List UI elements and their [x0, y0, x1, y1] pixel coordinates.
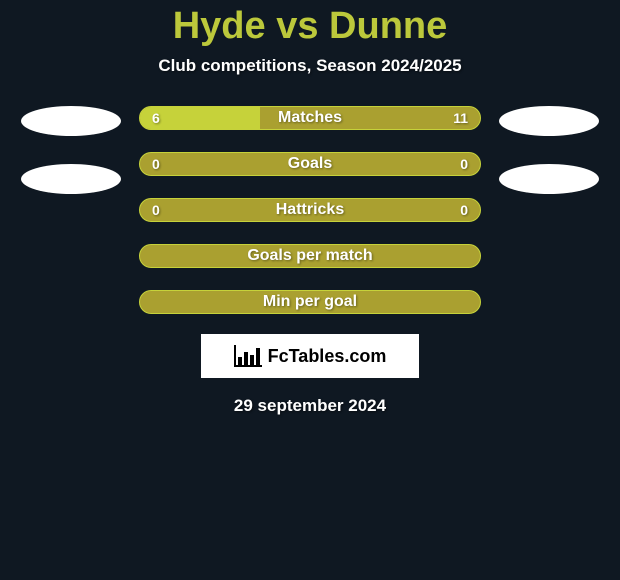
stats-region: 6Matches110Goals00Hattricks0Goals per ma… [0, 106, 620, 314]
date-text: 29 september 2024 [234, 396, 386, 416]
stat-bar: 0Goals0 [139, 152, 481, 176]
stat-label: Hattricks [140, 201, 480, 219]
bar-chart-icon [234, 345, 262, 367]
stat-bar: Goals per match [139, 244, 481, 268]
stat-bar: 0Hattricks0 [139, 198, 481, 222]
stat-bars: 6Matches110Goals00Hattricks0Goals per ma… [139, 106, 481, 314]
stat-right-value: 0 [460, 202, 468, 218]
stat-label: Goals [140, 155, 480, 173]
right-badges [499, 106, 599, 314]
stat-bar: Min per goal [139, 290, 481, 314]
stat-right-value: 11 [453, 110, 468, 126]
left-badge [21, 164, 121, 194]
stat-label: Min per goal [140, 293, 480, 311]
page-root: Hyde vs Dunne Club competitions, Season … [0, 0, 620, 580]
stat-right-value: 0 [460, 156, 468, 172]
left-badges [21, 106, 121, 314]
page-subtitle: Club competitions, Season 2024/2025 [158, 56, 461, 76]
right-badge [499, 106, 599, 136]
branding-text: FcTables.com [268, 346, 387, 367]
left-badge [21, 106, 121, 136]
stat-label: Goals per match [140, 247, 480, 265]
branding-box: FcTables.com [201, 334, 419, 378]
page-title: Hyde vs Dunne [173, 5, 448, 48]
stat-bar: 6Matches11 [139, 106, 481, 130]
right-badge [499, 164, 599, 194]
stat-label: Matches [140, 109, 480, 127]
